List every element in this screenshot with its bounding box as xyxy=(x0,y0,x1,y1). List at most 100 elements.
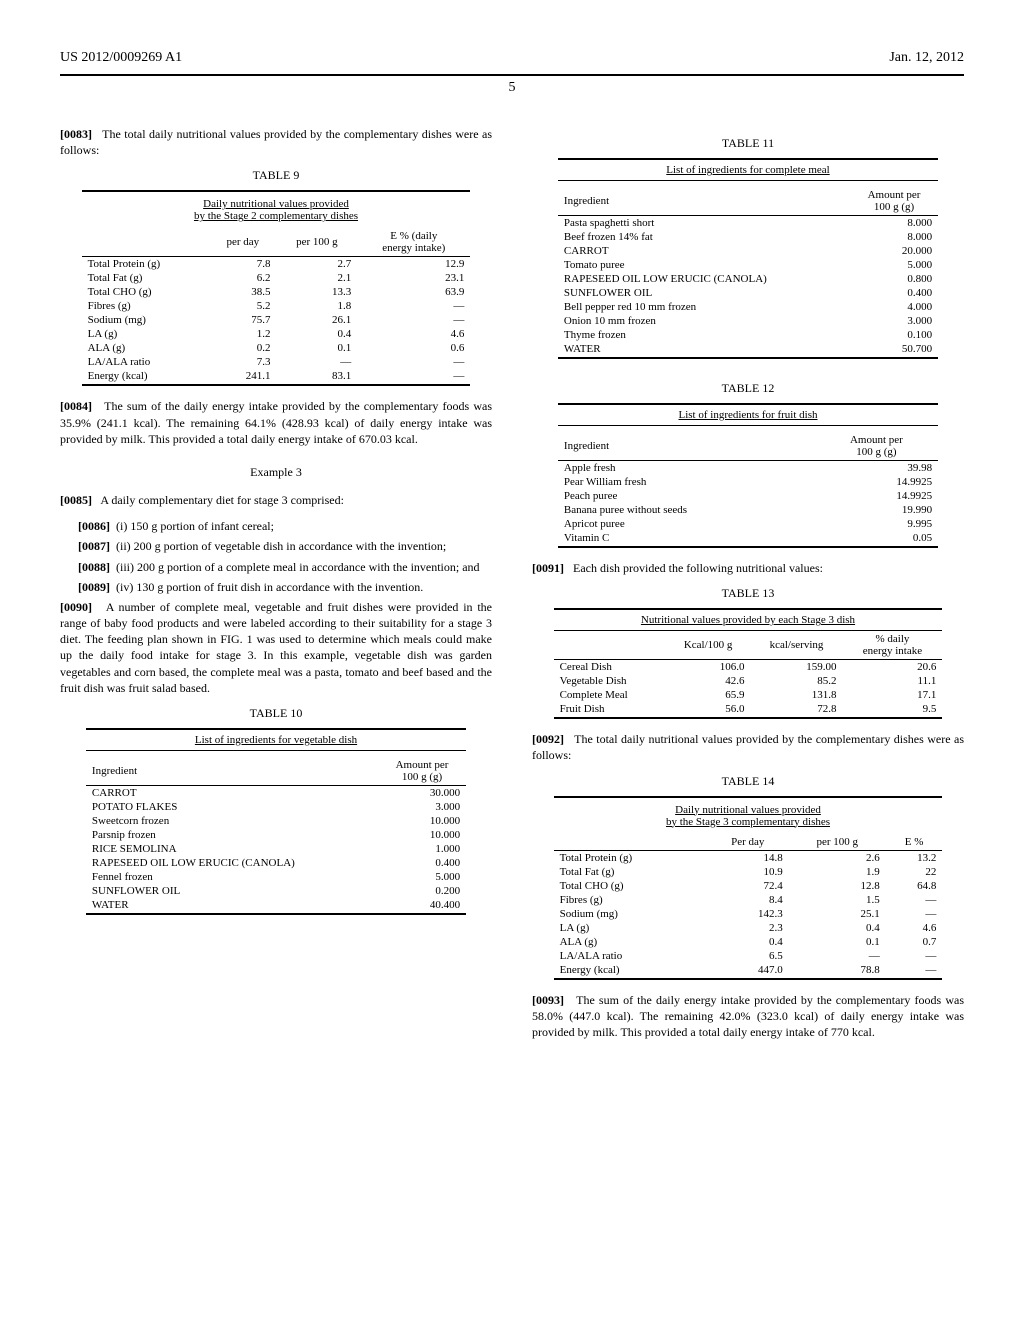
table9-caption: Daily nutritional values provided by the… xyxy=(82,191,471,228)
cell: 1.5 xyxy=(789,893,886,907)
table-row: Sodium (mg)142.325.1— xyxy=(554,907,943,921)
cell: — xyxy=(886,907,943,921)
doc-id: US 2012/0009269 A1 xyxy=(60,50,182,66)
cell: 30.000 xyxy=(378,786,466,801)
table-row: CARROT20.000 xyxy=(558,244,938,258)
table12: List of ingredients for fruit dish Ingre… xyxy=(558,402,938,548)
cell: 12.9 xyxy=(357,257,470,272)
cell: 2.1 xyxy=(276,271,357,285)
cell: 8.000 xyxy=(850,230,938,244)
cell: POTATO FLAKES xyxy=(86,800,378,814)
page-number: 5 xyxy=(60,80,964,96)
th xyxy=(554,834,707,851)
cell: 10.000 xyxy=(378,828,466,842)
para-0090: [0090] A number of complete meal, vegeta… xyxy=(60,599,492,696)
para-text: A daily complementary diet for stage 3 c… xyxy=(100,493,344,507)
para-num: [0084] xyxy=(60,399,92,413)
cell: 13.3 xyxy=(276,285,357,299)
cell: Total Fat (g) xyxy=(82,271,210,285)
table11-body: Pasta spaghetti short8.000Beef frozen 14… xyxy=(558,216,938,357)
cell: 72.4 xyxy=(707,879,789,893)
table14-label: TABLE 14 xyxy=(532,774,964,789)
cell: 8.4 xyxy=(707,893,789,907)
cell: Parsnip frozen xyxy=(86,828,378,842)
para-0088: [0088] (iii) 200 g portion of a complete… xyxy=(78,559,492,575)
table-row: RAPESEED OIL LOW ERUCIC (CANOLA)0.800 xyxy=(558,272,938,286)
table9: Daily nutritional values provided by the… xyxy=(82,189,471,386)
cell: 0.800 xyxy=(850,272,938,286)
left-column: [0083] The total daily nutritional value… xyxy=(60,126,492,1050)
cell: ALA (g) xyxy=(554,935,707,949)
cell: Fennel frozen xyxy=(86,870,378,884)
table-row: RICE SEMOLINA1.000 xyxy=(86,842,466,856)
cell: Onion 10 mm frozen xyxy=(558,314,850,328)
table-row: Energy (kcal)447.078.8— xyxy=(554,963,943,977)
cell: Banana puree without seeds xyxy=(558,503,815,517)
para-num: [0091] xyxy=(532,561,564,575)
table-row: Sweetcorn frozen10.000 xyxy=(86,814,466,828)
cell: 64.8 xyxy=(886,879,943,893)
cell: 20.6 xyxy=(843,660,943,675)
table-row: LA (g)1.20.44.6 xyxy=(82,327,471,341)
cell: Pasta spaghetti short xyxy=(558,216,850,231)
table-row: Total CHO (g)38.513.363.9 xyxy=(82,285,471,299)
para-0087: [0087] (ii) 200 g portion of vegetable d… xyxy=(78,538,492,554)
th: kcal/serving xyxy=(750,631,842,660)
cell: 12.8 xyxy=(789,879,886,893)
cell: 10.9 xyxy=(707,865,789,879)
para-num: [0092] xyxy=(532,732,564,746)
cell: 0.2 xyxy=(209,341,276,355)
cell: RICE SEMOLINA xyxy=(86,842,378,856)
th: Ingredient xyxy=(558,426,815,461)
th: E % xyxy=(886,834,943,851)
cell: 0.400 xyxy=(378,856,466,870)
cell: 39.98 xyxy=(815,461,938,476)
cell: 23.1 xyxy=(357,271,470,285)
table12-body: Apple fresh39.98Pear William fresh14.992… xyxy=(558,461,938,546)
right-column: TABLE 11 List of ingredients for complet… xyxy=(532,126,964,1050)
cell: 106.0 xyxy=(666,660,751,675)
cell: Pear William fresh xyxy=(558,475,815,489)
cell: — xyxy=(886,893,943,907)
para-0086: [0086] (i) 150 g portion of infant cerea… xyxy=(78,518,492,534)
header-rule xyxy=(60,74,964,76)
th: Amount per 100 g (g) xyxy=(850,181,938,216)
table-row: Beef frozen 14% fat8.000 xyxy=(558,230,938,244)
para-0091: [0091] Each dish provided the following … xyxy=(532,560,964,576)
cell: Complete Meal xyxy=(554,688,666,702)
cell: 0.4 xyxy=(789,921,886,935)
table-row: Total Fat (g)10.91.922 xyxy=(554,865,943,879)
para-text: The total daily nutritional values provi… xyxy=(60,127,492,157)
cell: 38.5 xyxy=(209,285,276,299)
cell: 7.8 xyxy=(209,257,276,272)
table14-caption: Daily nutritional values provided by the… xyxy=(554,797,943,834)
cell: 14.9925 xyxy=(815,475,938,489)
cell: RAPESEED OIL LOW ERUCIC (CANOLA) xyxy=(86,856,378,870)
cell: 3.000 xyxy=(850,314,938,328)
cell: 6.5 xyxy=(707,949,789,963)
table12-label: TABLE 12 xyxy=(532,381,964,396)
table-row: Total Fat (g)6.22.123.1 xyxy=(82,271,471,285)
cell: CARROT xyxy=(86,786,378,801)
cell: WATER xyxy=(558,342,850,356)
table-row: RAPESEED OIL LOW ERUCIC (CANOLA)0.400 xyxy=(86,856,466,870)
th: per day xyxy=(209,228,276,257)
cell: Tomato puree xyxy=(558,258,850,272)
table-row: Apricot puree9.995 xyxy=(558,517,938,531)
table10-caption: List of ingredients for vegetable dish xyxy=(86,729,466,751)
cell: Total Protein (g) xyxy=(554,850,707,865)
cell: Thyme frozen xyxy=(558,328,850,342)
cell: 2.6 xyxy=(789,850,886,865)
cell: 26.1 xyxy=(276,313,357,327)
cell: 5.000 xyxy=(378,870,466,884)
cell: Cereal Dish xyxy=(554,660,666,675)
two-column-layout: [0083] The total daily nutritional value… xyxy=(60,126,964,1050)
para-text: The total daily nutritional values provi… xyxy=(532,732,964,762)
cell: 2.7 xyxy=(276,257,357,272)
cell: — xyxy=(886,963,943,977)
cell: 0.200 xyxy=(378,884,466,898)
table-row: ALA (g)0.20.10.6 xyxy=(82,341,471,355)
table-row: Apple fresh39.98 xyxy=(558,461,938,476)
table13-caption: Nutritional values provided by each Stag… xyxy=(554,609,943,631)
table13-body: Cereal Dish106.0159.0020.6Vegetable Dish… xyxy=(554,660,943,717)
